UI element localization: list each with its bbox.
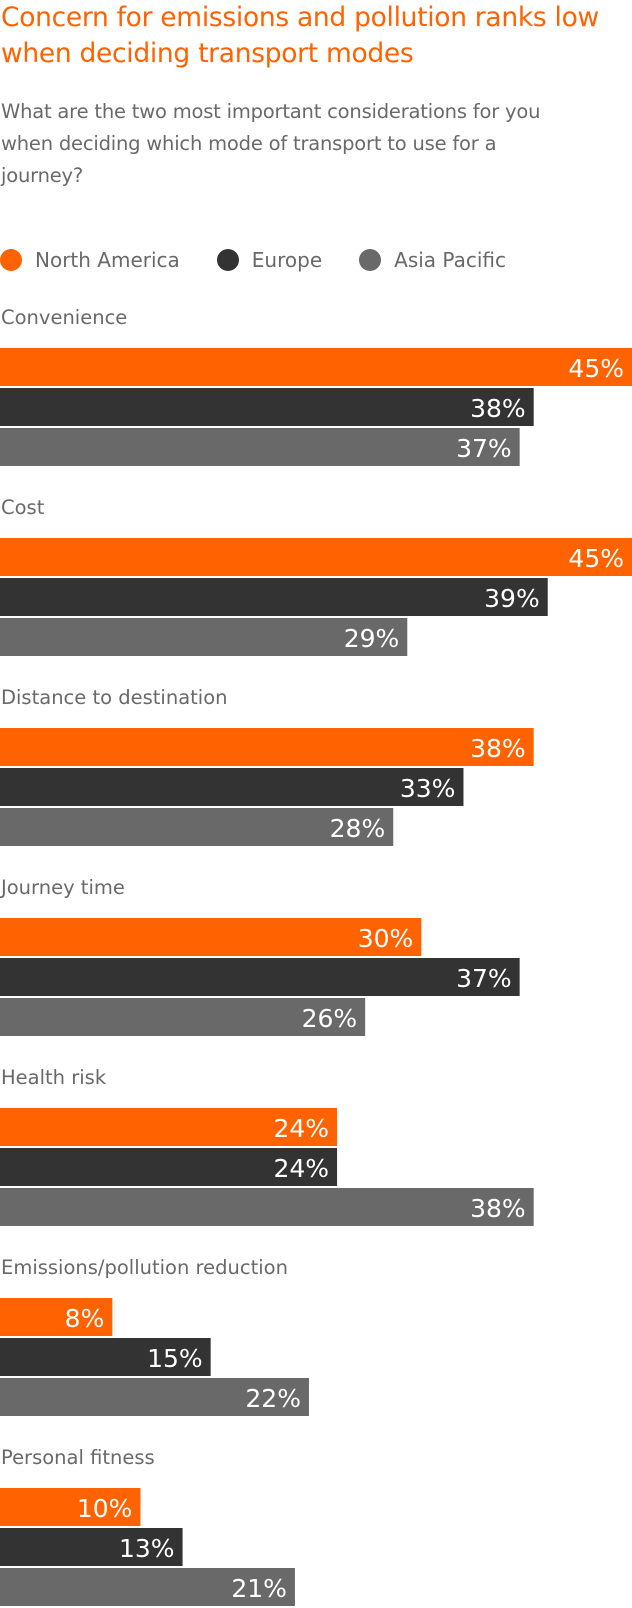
category-group-health-risk: Health risk 24% 24% 38%: [0, 1066, 534, 1226]
category-label: Health risk: [1, 1066, 107, 1089]
data-label: 22%: [245, 1384, 301, 1413]
legend-item-europe: Europe: [216, 248, 323, 272]
bar-europe: [0, 578, 548, 616]
category-group-personal-fitness: Personal fitness 10% 13% 21%: [0, 1446, 295, 1606]
bar-chart: Convenience 45% 38% 37% Cost 45% 39% 29% Distanc…: [0, 306, 632, 1606]
bar-north-america: [0, 1488, 141, 1526]
data-label: 38%: [470, 734, 526, 763]
data-label: 15%: [147, 1344, 203, 1373]
chart-title: Concern for emissions and pollution rank…: [1, 2, 599, 69]
category-group-journey-time: Journey time 30% 37% 26%: [0, 876, 520, 1036]
bar-north-america: [0, 728, 534, 766]
data-label: 38%: [470, 394, 526, 423]
category-group-convenience: Convenience 45% 38% 37%: [0, 306, 632, 466]
category-label: Convenience: [1, 306, 127, 329]
data-label: 29%: [344, 624, 400, 653]
legend-label-asia-pacific: Asia Pacific: [394, 248, 506, 272]
category-group-cost: Cost 45% 39% 29%: [0, 496, 632, 656]
category-label: Distance to destination: [1, 686, 228, 709]
bar-north-america: [0, 348, 632, 386]
data-label: 45%: [568, 354, 624, 383]
bar-north-america: [0, 918, 422, 956]
data-label: 33%: [400, 774, 456, 803]
category-group-distance-to-destination: Distance to destination 38% 33% 28%: [0, 686, 534, 846]
data-label: 45%: [568, 544, 624, 573]
legend-item-north-america: North America: [0, 248, 180, 272]
legend-item-asia-pacific: Asia Pacific: [359, 248, 506, 272]
bar-north-america: [0, 538, 632, 576]
data-label: 37%: [456, 434, 512, 463]
legend-swatch-europe: [216, 249, 239, 271]
bar-europe: [0, 1148, 338, 1186]
legend: North America Europe Asia Pacific: [0, 244, 506, 276]
bar-asia-pacific: [0, 808, 394, 846]
chart-subtitle: What are the two most important consider…: [1, 100, 541, 187]
data-label: 38%: [470, 1194, 526, 1223]
data-label: 37%: [456, 964, 512, 993]
bar-north-america: [0, 1298, 113, 1336]
bar-europe: [0, 768, 464, 806]
bar-asia-pacific: [0, 618, 408, 656]
data-label: 28%: [330, 814, 386, 843]
data-label: 21%: [231, 1574, 287, 1603]
bar-europe: [0, 388, 534, 426]
data-label: 30%: [358, 924, 414, 953]
bar-asia-pacific: [0, 1378, 309, 1416]
category-label: Journey time: [0, 876, 125, 899]
bar-north-america: [0, 1108, 338, 1146]
category-group-emissions-pollution-reduction: Emissions/pollution reduction 8% 15% 22%: [0, 1256, 309, 1416]
legend-label-europe: Europe: [251, 248, 323, 272]
data-label: 10%: [77, 1494, 133, 1523]
category-label: Cost: [1, 496, 45, 519]
data-label: 26%: [302, 1004, 358, 1033]
bar-asia-pacific: [0, 1188, 534, 1226]
data-label: 24%: [273, 1114, 329, 1143]
category-label: Emissions/pollution reduction: [1, 1256, 288, 1279]
bar-europe: [0, 1528, 183, 1566]
bar-asia-pacific: [0, 428, 520, 466]
legend-swatch-asia-pacific: [359, 249, 382, 271]
bar-asia-pacific: [0, 998, 366, 1036]
bar-asia-pacific: [0, 1568, 295, 1606]
data-label: 8%: [65, 1304, 105, 1333]
data-label: 24%: [273, 1154, 329, 1183]
bar-europe: [0, 1338, 211, 1376]
category-label: Personal fitness: [1, 1446, 155, 1469]
legend-swatch-north-america: [0, 249, 22, 271]
data-label: 39%: [484, 584, 540, 613]
data-label: 13%: [119, 1534, 175, 1563]
bar-europe: [0, 958, 520, 996]
legend-label-north-america: North America: [35, 248, 180, 272]
